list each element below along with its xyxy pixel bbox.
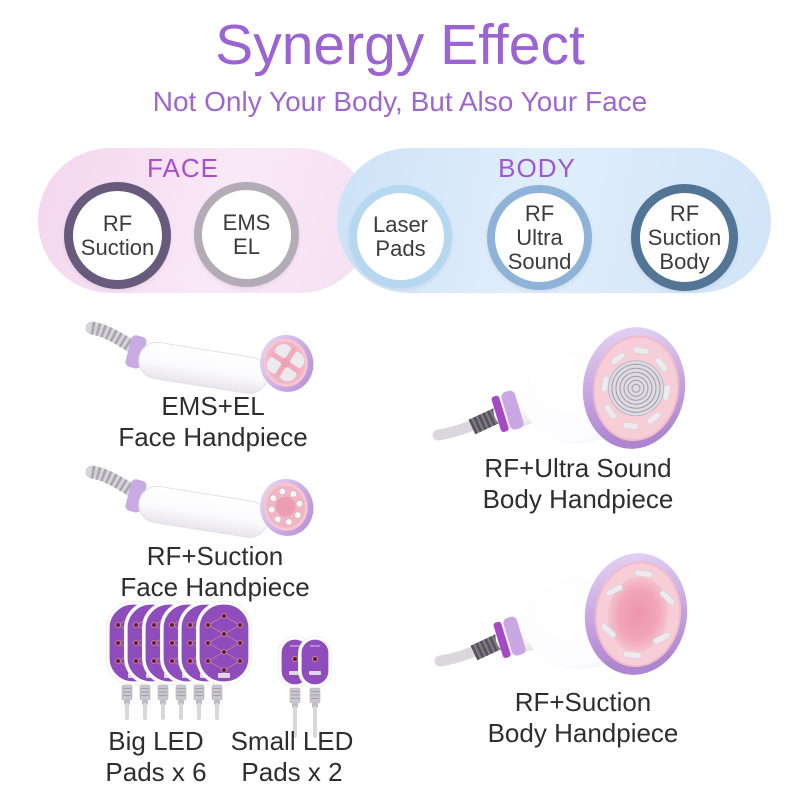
body-item-rf-suction-body-label: RF Suction Body <box>647 200 722 274</box>
label-rf-suction-face-handpiece: RF+Suction Face Handpiece <box>120 541 310 602</box>
page-title: Synergy Effect <box>215 13 585 77</box>
body-item-rf-suction-body: RF Suction Body <box>631 184 738 291</box>
face-section-label: FACE <box>147 153 219 183</box>
small-led-pads-image <box>278 636 332 738</box>
face-item-ems-el-label: EMS EL <box>222 209 271 259</box>
face-item-rf-suction-label: RF Suction <box>80 210 155 260</box>
rf-suction-body-handpiece-image <box>434 553 688 675</box>
label-ems-el-face-handpiece: EMS+EL Face Handpiece <box>118 391 308 452</box>
body-item-laser-pads: Laser Pads <box>349 185 452 288</box>
body-item-laser-pads-label: Laser Pads <box>372 211 429 261</box>
label-small-led-pads: Small LED Pads x 2 <box>230 726 354 787</box>
label-rf-ultra-sound-body-handpiece: RF+Ultra Sound Body Handpiece <box>482 453 674 514</box>
big-led-pads-image <box>106 601 252 720</box>
label-rf-suction-body-handpiece: RF+Suction Body Handpiece <box>487 687 679 748</box>
label-big-led-pads: Big LED Pads x 6 <box>105 726 207 787</box>
rf-suction-face-handpiece-image <box>85 465 314 538</box>
ems-el-face-handpiece-image <box>85 321 314 394</box>
body-section-label: BODY <box>498 153 576 183</box>
page-subtitle: Not Only Your Body, But Also Your Face <box>152 86 648 117</box>
face-item-rf-suction: RF Suction <box>64 182 171 289</box>
body-item-rf-ultra-sound-label: RF Ultra Sound <box>507 200 572 274</box>
body-item-rf-ultra-sound: RF Ultra Sound <box>487 185 592 290</box>
rf-ultra-sound-body-handpiece-image <box>432 327 686 449</box>
face-item-ems-el: EMS EL <box>194 182 299 287</box>
